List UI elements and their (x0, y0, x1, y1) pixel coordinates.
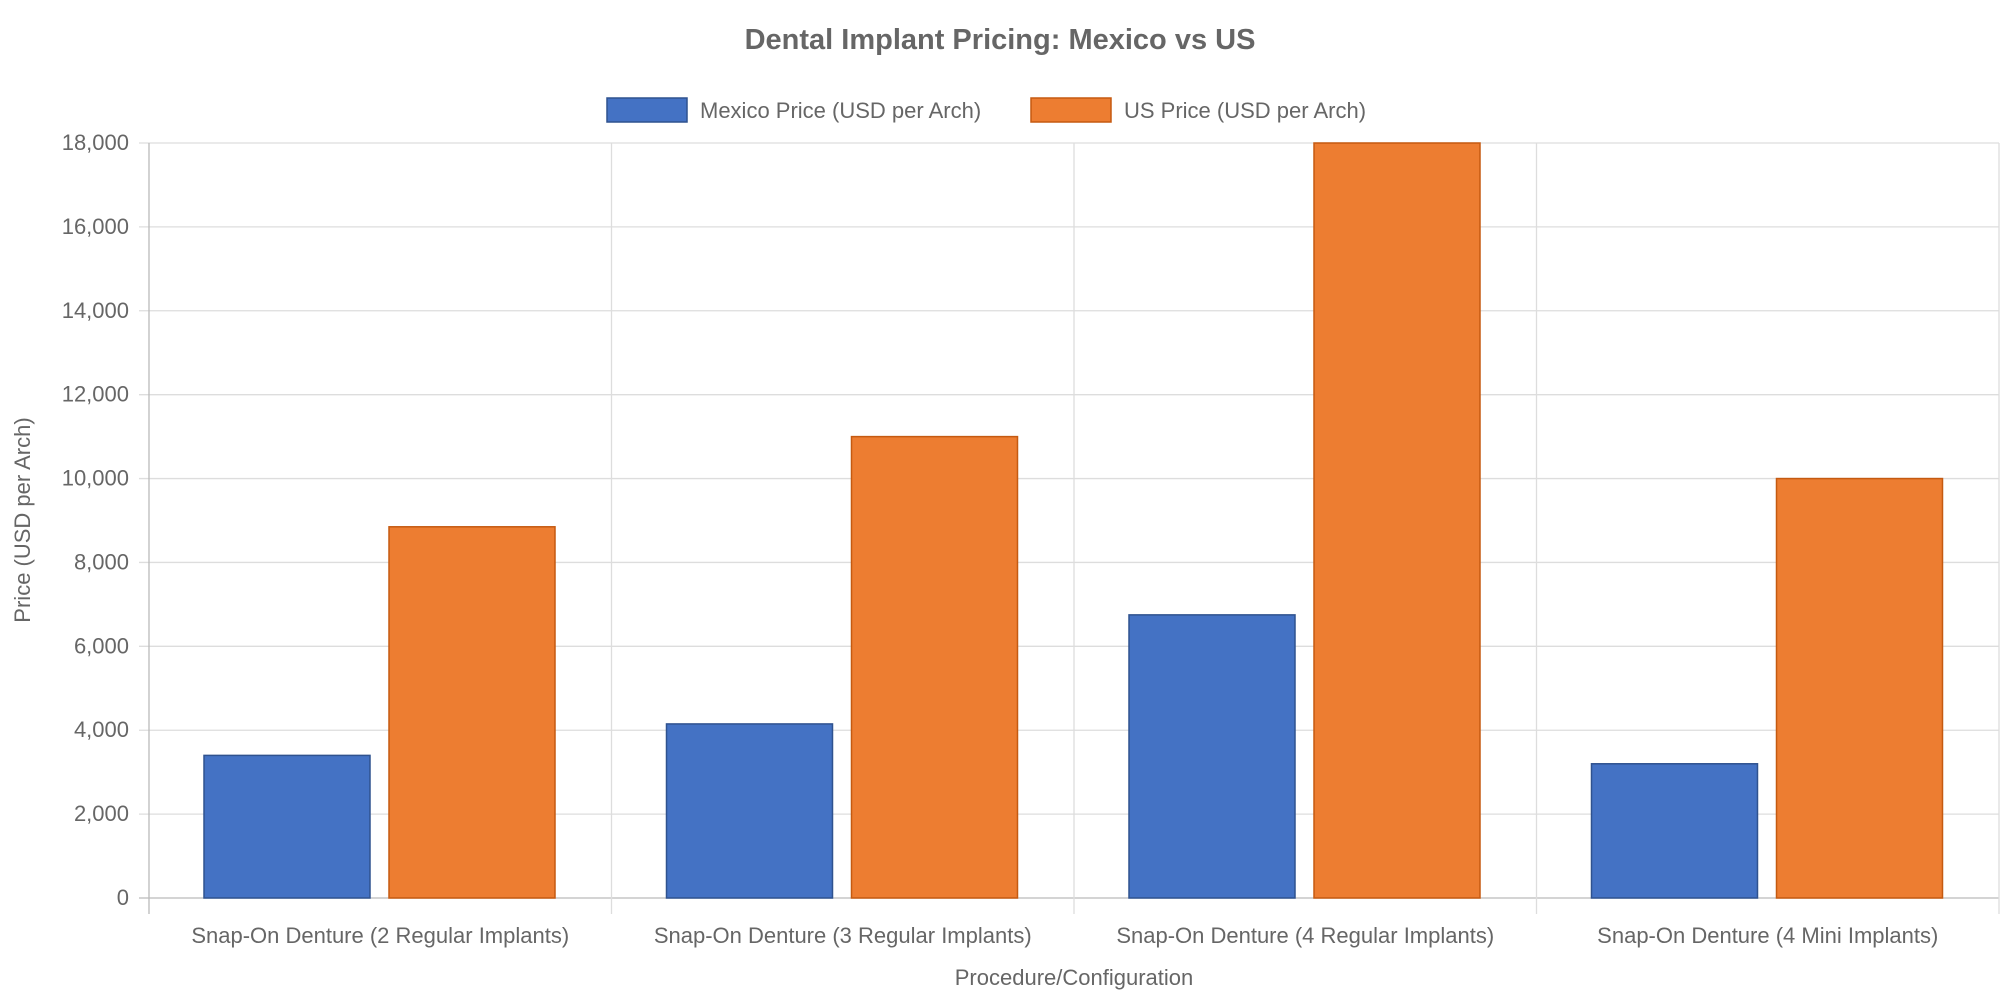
x-tick-label: Snap-On Denture (3 Regular Implants) (654, 923, 1032, 948)
bars (203, 142, 1944, 899)
bar-mexico (1590, 763, 1759, 899)
y-tick-label: 6,000 (74, 633, 129, 658)
x-tick-label: Snap-On Denture (4 Mini Implants) (1597, 923, 1938, 948)
y-tick-label: 18,000 (62, 130, 129, 155)
chart-title: Dental Implant Pricing: Mexico vs US (745, 24, 1256, 56)
bar-us (1313, 142, 1481, 899)
bar-us (1775, 477, 1944, 899)
bar-mexico (203, 754, 371, 899)
x-tick-label: Snap-On Denture (4 Regular Implants) (1116, 923, 1494, 948)
legend-swatch (1030, 97, 1112, 123)
y-tick-label: 14,000 (62, 298, 129, 323)
y-axis-ticks: 0 2,000 4,000 6,000 8,000 10,000 12,000 14,000 1… (62, 130, 129, 910)
y-tick-label: 8,000 (74, 549, 129, 574)
y-tick-label: 2,000 (74, 801, 129, 826)
y-tick-label: 10,000 (62, 466, 129, 491)
x-axis-ticks: Snap-On Denture (2 Regular Implants) Snap… (191, 923, 1938, 948)
y-tick-label: 16,000 (62, 214, 129, 239)
legend-label: Mexico Price (USD per Arch) (700, 98, 981, 123)
legend-label: US Price (USD per Arch) (1124, 98, 1366, 123)
legend-swatch (606, 97, 688, 123)
y-axis-title: Price (USD per Arch) (10, 417, 35, 622)
y-tick-label: 4,000 (74, 717, 129, 742)
bar-mexico (1128, 614, 1296, 899)
x-axis-title: Procedure/Configuration (955, 965, 1193, 990)
bar-us (388, 526, 556, 899)
y-tick-label: 12,000 (62, 382, 129, 407)
y-tick-label: 0 (117, 885, 129, 910)
bar-us (850, 435, 1019, 899)
x-tick-label: Snap-On Denture (2 Regular Implants) (191, 923, 569, 948)
bar-mexico (665, 723, 834, 899)
legend: Mexico Price (USD per Arch) US Price (USD… (606, 97, 1366, 123)
